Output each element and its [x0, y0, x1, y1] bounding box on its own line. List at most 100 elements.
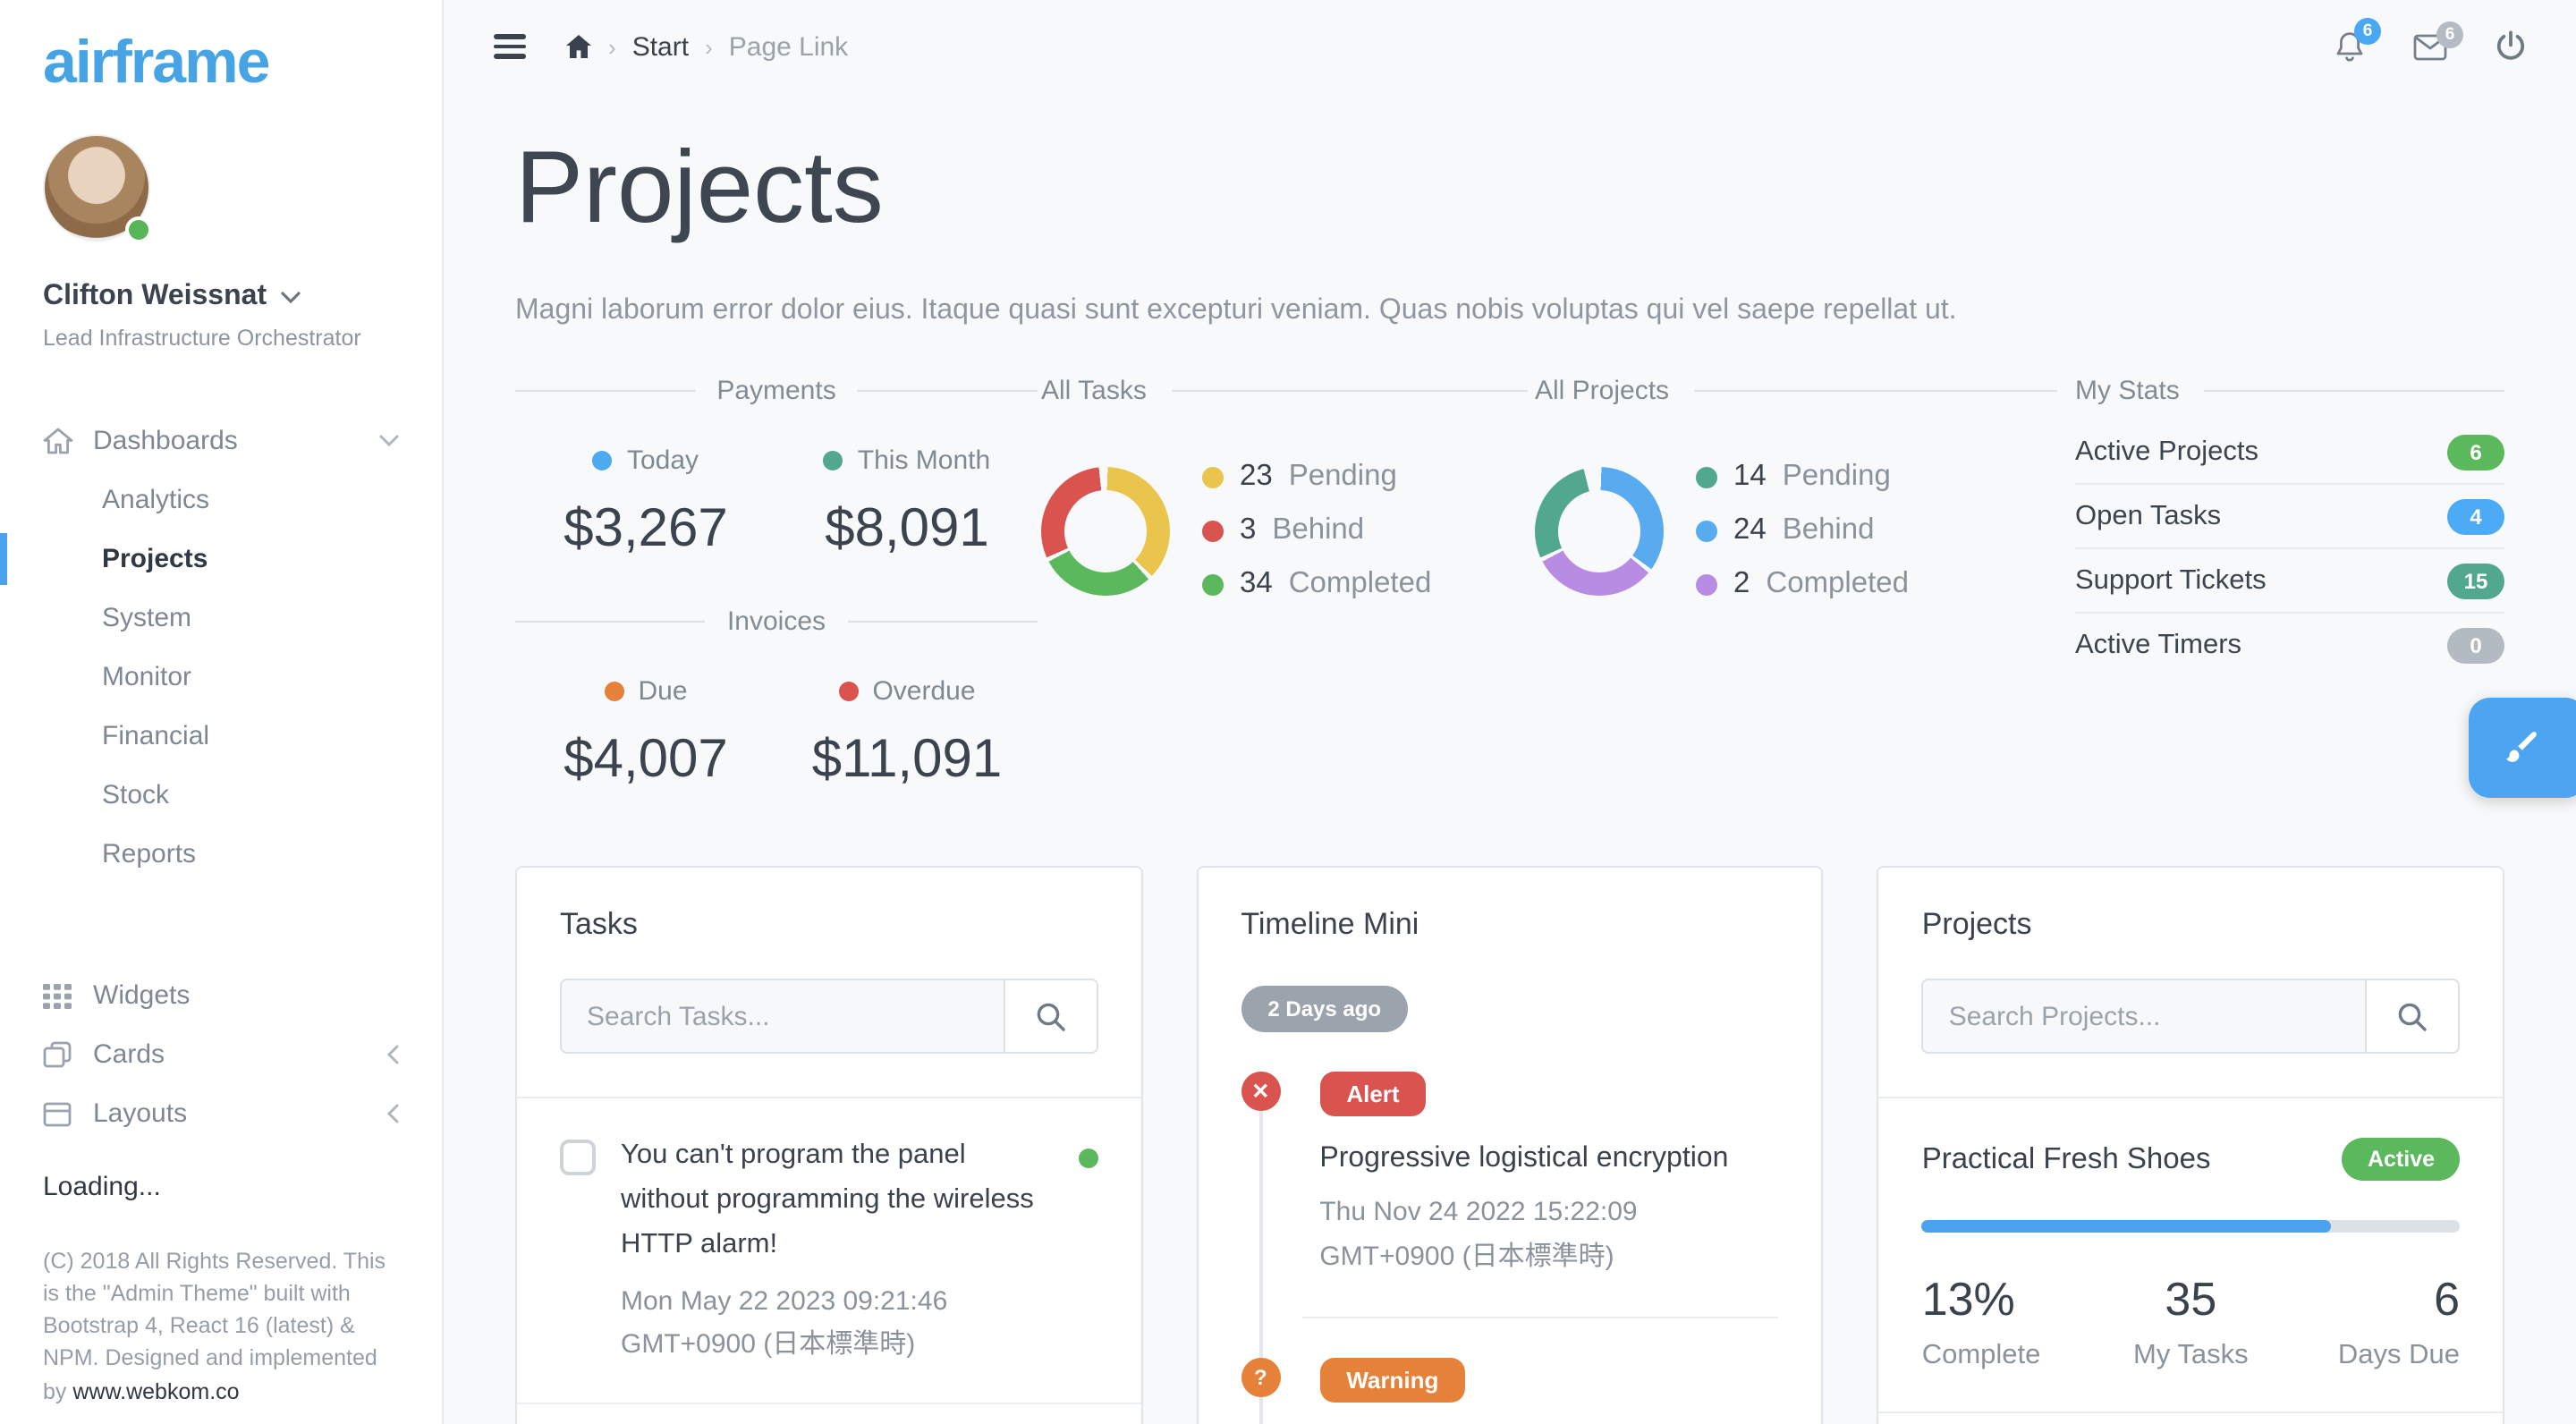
layout-icon	[43, 1101, 75, 1126]
app-logo[interactable]: airframe	[43, 29, 270, 97]
navbar-actions: 6 6	[2334, 18, 2526, 63]
invoices-overdue-value: $11,091	[811, 730, 1003, 789]
breadcrumb-current[interactable]: Page Link	[728, 31, 849, 62]
stat-value: 6	[2434, 1272, 2460, 1326]
timeline: ✕ Alert Progressive logistical encryptio…	[1241, 1072, 1779, 1424]
legend-dot	[823, 451, 843, 470]
legend-label: This Month	[857, 445, 991, 476]
sidebar-item-analytics[interactable]: Analytics	[43, 470, 399, 530]
stat-label: Days Due	[2337, 1340, 2460, 1370]
section-title: All Projects	[1535, 376, 1670, 406]
legend-label: Completed	[1766, 567, 1909, 599]
my-stats-header: My Stats	[2075, 376, 2504, 406]
sidebar-footer: (C) 2018 All Rights Reserved. This is th…	[43, 1245, 399, 1407]
cards-icon	[43, 1041, 75, 1068]
sidebar-item-label: Monitor	[102, 662, 192, 692]
messages-badge: 6	[2436, 21, 2463, 47]
stat-label: Active Timers	[2075, 630, 2242, 660]
chevron-down-icon	[379, 435, 399, 447]
sidebar-item-projects[interactable]: Projects	[0, 530, 399, 589]
breadcrumb-separator: ›	[705, 33, 713, 60]
stat-row-open-tasks: Open Tasks 4	[2075, 485, 2504, 549]
section-title: Invoices	[726, 606, 826, 637]
chevron-left-icon	[386, 1104, 399, 1123]
all-tasks-legend: 23 Pending 3 Behind 34 Completed	[1202, 460, 1431, 601]
legend-dot	[604, 682, 624, 701]
user-role: Lead Infrastructure Orchestrator	[43, 326, 361, 351]
paint-brush-icon	[2506, 732, 2537, 762]
tasks-search-input[interactable]	[562, 980, 1004, 1052]
tasks-search-button[interactable]	[1003, 980, 1097, 1052]
user-menu[interactable]: Clifton Weissnat	[43, 281, 399, 313]
grid-icon	[43, 983, 75, 1008]
sidebar-item-label: Cards	[93, 1039, 165, 1070]
tasks-search	[560, 979, 1098, 1054]
messages-button[interactable]: 6	[2413, 21, 2463, 60]
timeline-time-badge: 2 Days ago	[1241, 986, 1409, 1032]
event-timestamp: Thu Nov 24 2022 15:22:09 GMT+0900 (日本標準時…	[1319, 1197, 1638, 1272]
notifications-badge: 6	[2354, 18, 2381, 45]
stat-badge: 0	[2447, 628, 2504, 664]
timeline-divider	[1301, 1316, 1779, 1318]
page-content: Projects Magni laborum error dolor eius.…	[444, 93, 2576, 1424]
sidebar-item-monitor[interactable]: Monitor	[43, 648, 399, 707]
event-title: Progressive logistical encryption	[1319, 1143, 1729, 1174]
projects-search-button[interactable]	[2365, 980, 2459, 1052]
stat-label: My Tasks	[2133, 1340, 2249, 1370]
sidebar-item-reports[interactable]: Reports	[43, 825, 399, 884]
copyright-text: (C) 2018 All Rights Reserved. This is th…	[43, 1249, 386, 1403]
all-tasks-panel: All Tasks 23 Pending 3 Behind 34 Completed	[1041, 376, 1528, 791]
invoices-due-value: $4,007	[564, 730, 728, 789]
legend-dot	[1202, 573, 1224, 595]
breadcrumb-separator: ›	[608, 33, 616, 60]
stats-row: Payments Today $3,267 This Month $8,091	[515, 376, 2504, 791]
legend-value: 23	[1240, 460, 1273, 492]
tasks-card-title: Tasks	[560, 907, 638, 941]
sidebar-item-stock[interactable]: Stock	[43, 766, 399, 825]
search-icon	[2398, 1002, 2427, 1030]
sidebar-item-financial[interactable]: Financial	[43, 707, 399, 766]
home-icon[interactable]	[565, 34, 592, 59]
section-title: Payments	[716, 376, 836, 406]
sidebar-item-layouts[interactable]: Layouts	[43, 1084, 399, 1143]
projects-search-input[interactable]	[1923, 980, 2366, 1052]
payments-today-value: $3,267	[564, 499, 728, 558]
legend-label: Pending	[1782, 460, 1891, 492]
legend-value: 14	[1733, 460, 1767, 492]
sidebar-item-widgets[interactable]: Widgets	[43, 966, 399, 1025]
legend-label: Due	[638, 676, 688, 707]
sidebar-item-cards[interactable]: Cards	[43, 1025, 399, 1084]
theme-settings-button[interactable]	[2469, 698, 2576, 798]
sidebar-toggle-button[interactable]	[494, 30, 526, 64]
sidebar-item-dashboards[interactable]: Dashboards	[43, 411, 399, 470]
stat-value: 13%	[1921, 1272, 2015, 1326]
user-avatar[interactable]	[43, 134, 152, 243]
question-circle-icon: ?	[1241, 1357, 1281, 1396]
legend-dot	[1202, 466, 1224, 487]
legend-label: Behind	[1272, 513, 1365, 546]
payments-month: This Month $8,091	[776, 445, 1038, 560]
projects-search	[1921, 979, 2461, 1054]
timeline-card: Timeline Mini 2 Days ago ✕ Alert Progres…	[1196, 866, 1824, 1424]
webkom-link[interactable]: www.webkom.co	[72, 1378, 240, 1403]
legend-dot	[1202, 520, 1224, 541]
event-badge: Warning	[1319, 1357, 1466, 1402]
power-icon	[2496, 30, 2525, 60]
task-list-item: You can't program the panel without prog…	[517, 1098, 1141, 1405]
sidebar: airframe Clifton Weissnat Lead Infrastru…	[0, 0, 444, 1424]
invoices-overdue: Overdue $11,091	[776, 676, 1038, 791]
breadcrumb-start[interactable]: Start	[631, 31, 690, 62]
all-tasks-donut-chart	[1041, 466, 1170, 595]
notifications-button[interactable]: 6	[2334, 18, 2381, 63]
chevron-down-icon	[281, 291, 301, 303]
chevron-left-icon	[386, 1045, 399, 1064]
project-list: Practical Fresh Shoes Active 13% Complet…	[1878, 1098, 2504, 1424]
logout-button[interactable]	[2496, 30, 2526, 63]
all-projects-header: All Projects	[1535, 376, 2057, 406]
projects-card-title: Projects	[1921, 907, 2032, 941]
payments-invoices-panel: Payments Today $3,267 This Month $8,091	[515, 376, 1038, 791]
sidebar-item-system[interactable]: System	[43, 589, 399, 648]
task-checkbox[interactable]	[560, 1140, 596, 1175]
search-icon	[1037, 1002, 1065, 1030]
project-progress-fill	[1921, 1220, 2331, 1233]
